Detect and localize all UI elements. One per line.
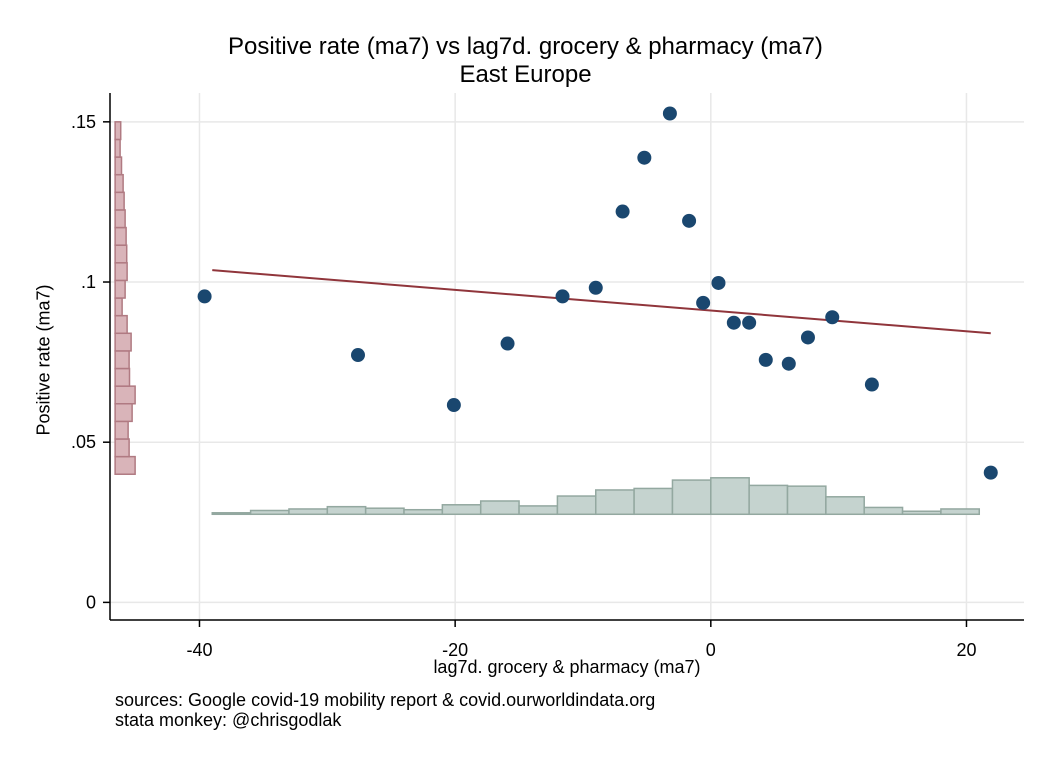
x-tick-label: 0 xyxy=(706,640,716,660)
x-histogram-bar xyxy=(940,508,981,516)
x-histogram-bar xyxy=(479,500,520,516)
x-tick-label: -40 xyxy=(186,640,212,660)
y-tick-label: .1 xyxy=(81,272,96,292)
y-histogram-bar xyxy=(114,173,124,194)
sources-note: sources: Google covid-19 mobility report… xyxy=(115,690,656,710)
x-histogram-bar xyxy=(863,506,904,516)
y-histogram-bar xyxy=(114,385,136,405)
data-point xyxy=(446,398,461,413)
data-point xyxy=(742,315,757,330)
y-histogram-bar xyxy=(114,138,121,158)
data-point xyxy=(615,204,630,219)
y-histogram-bar xyxy=(114,156,123,176)
x-histogram-bar xyxy=(748,484,789,516)
data-point xyxy=(500,336,515,351)
y-histogram-bar xyxy=(114,350,130,370)
data-point xyxy=(637,150,652,165)
y-histogram-bar xyxy=(114,314,128,335)
data-point xyxy=(588,280,603,295)
x-histogram-bar xyxy=(249,509,290,516)
x-histogram-bar xyxy=(518,505,559,516)
x-histogram-bar xyxy=(786,485,827,516)
x-histogram-bar xyxy=(441,504,482,516)
x-histogram-bar xyxy=(211,512,252,516)
data-point xyxy=(825,310,840,325)
y-histogram-bar xyxy=(114,297,123,317)
data-point xyxy=(711,275,726,290)
y-histogram-bar xyxy=(114,121,122,141)
y-histogram-bar xyxy=(114,403,133,423)
y-histogram-bar xyxy=(114,244,128,264)
x-axis-label: lag7d. grocery & pharmacy (ma7) xyxy=(433,657,701,677)
x-histogram-bar xyxy=(825,496,865,516)
y-histogram-bar xyxy=(114,209,126,229)
y-histogram-bar xyxy=(114,279,126,299)
x-histogram-bar xyxy=(595,489,635,516)
data-point xyxy=(800,330,815,345)
y-tick-label: .05 xyxy=(71,432,96,452)
y-tick-label: 0 xyxy=(86,592,96,612)
fit-line xyxy=(212,269,991,335)
y-histogram-bar xyxy=(114,332,132,352)
x-tick-label: 20 xyxy=(956,640,976,660)
data-point xyxy=(781,356,796,371)
data-point xyxy=(864,377,879,392)
y-axis-label: Positive rate (ma7) xyxy=(33,284,54,436)
data-point xyxy=(197,289,212,304)
x-histogram-bar xyxy=(710,477,750,516)
y-histogram-bar xyxy=(114,438,130,458)
y-histogram-bar xyxy=(114,367,131,387)
data-point xyxy=(758,352,773,367)
y-histogram-bar xyxy=(114,191,125,211)
x-histogram-bar xyxy=(901,510,942,516)
x-histogram-bar xyxy=(364,507,405,516)
data-point xyxy=(726,315,741,330)
x-histogram-bar xyxy=(633,487,674,516)
author-note: stata monkey: @chrisgodlak xyxy=(115,710,342,730)
data-point xyxy=(983,465,998,480)
y-histogram-bar xyxy=(114,226,127,246)
y-tick-label: .15 xyxy=(71,112,96,132)
y-histogram-bar xyxy=(114,262,128,282)
data-point xyxy=(555,289,570,304)
y-histogram-bar xyxy=(114,455,136,475)
x-histogram-bar xyxy=(326,505,367,516)
data-point xyxy=(662,106,677,121)
x-histogram-bar xyxy=(288,508,329,516)
x-histogram-bar xyxy=(556,495,597,516)
x-histogram-bar xyxy=(403,508,444,516)
chart-subtitle: East Europe xyxy=(459,61,592,88)
y-histogram-bar xyxy=(114,420,129,440)
data-point xyxy=(682,213,697,228)
data-point xyxy=(696,295,711,310)
x-histogram-bar xyxy=(671,479,712,516)
x-tick-label: -20 xyxy=(442,640,468,660)
data-point xyxy=(350,348,365,363)
chart-title: Positive rate (ma7) vs lag7d. grocery & … xyxy=(228,33,823,60)
